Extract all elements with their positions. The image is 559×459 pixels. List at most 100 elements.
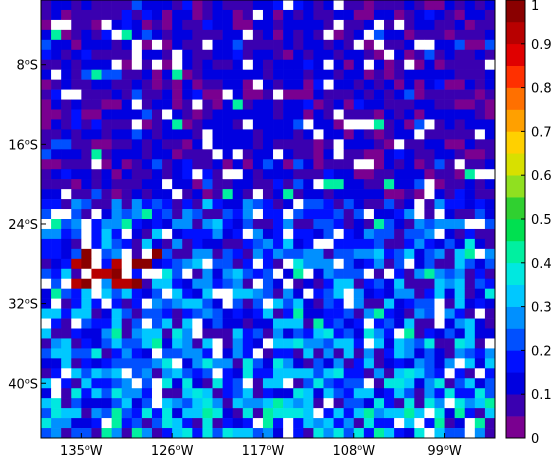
data-cell <box>333 408 344 419</box>
data-cell <box>464 189 476 200</box>
data-cell <box>71 318 82 329</box>
data-cell <box>424 348 435 359</box>
data-cell <box>162 328 173 339</box>
data-cell <box>232 179 244 190</box>
data-cell <box>474 278 486 289</box>
data-cell <box>141 0 153 11</box>
data-cell <box>162 29 173 41</box>
data-cell <box>252 338 264 349</box>
data-cell <box>333 159 344 170</box>
data-cell <box>81 398 92 409</box>
colorbar-swatch <box>506 109 525 132</box>
data-cell <box>353 139 365 150</box>
data-cell <box>212 398 223 409</box>
data-cell <box>51 328 62 339</box>
data-cell <box>384 159 395 170</box>
data-cell <box>202 318 213 329</box>
data-cell <box>333 358 344 369</box>
data-cell <box>474 258 486 270</box>
data-cell <box>182 59 193 70</box>
data-cell <box>414 179 425 190</box>
data-cell <box>434 388 445 399</box>
data-cell <box>91 238 102 250</box>
data-cell <box>232 398 244 409</box>
data-cell <box>222 169 233 180</box>
data-cell <box>61 129 72 140</box>
data-cell <box>283 29 294 41</box>
data-cell <box>151 328 163 339</box>
data-cell <box>303 39 314 51</box>
data-cell <box>121 408 133 419</box>
data-cell <box>484 368 496 379</box>
data-cell <box>333 109 344 120</box>
data-cell <box>363 228 375 240</box>
data-cell <box>484 79 496 90</box>
data-cell <box>242 139 254 150</box>
data-cell <box>313 418 324 429</box>
data-cell <box>404 49 415 61</box>
data-cell <box>384 268 395 280</box>
data-cell <box>141 318 153 329</box>
data-cell <box>394 298 405 309</box>
data-cell <box>151 179 163 190</box>
data-cell <box>121 159 133 170</box>
data-cell <box>212 328 223 339</box>
data-cell <box>51 268 62 280</box>
data-cell <box>192 0 203 11</box>
data-cell <box>81 199 92 210</box>
data-cell <box>212 368 223 379</box>
data-cell <box>151 418 163 429</box>
data-cell <box>474 109 486 120</box>
data-cell <box>353 328 365 339</box>
data-cell <box>141 149 153 160</box>
data-cell <box>151 189 163 200</box>
data-cell <box>151 0 163 11</box>
data-cell <box>141 278 153 289</box>
data-cell <box>192 109 203 120</box>
data-cell <box>162 248 173 260</box>
data-cell <box>454 89 466 100</box>
data-cell <box>172 248 183 260</box>
data-cell <box>373 59 385 70</box>
data-cell <box>474 428 486 439</box>
data-cell <box>313 29 324 41</box>
data-cell <box>273 318 284 329</box>
data-cell <box>252 19 264 31</box>
data-cell <box>474 418 486 429</box>
data-cell <box>454 169 466 180</box>
data-cell <box>212 338 223 349</box>
data-cell <box>454 368 466 379</box>
data-cell <box>71 418 82 429</box>
data-cell <box>323 79 334 90</box>
data-cell <box>424 149 435 160</box>
data-cell <box>484 258 496 270</box>
data-cell <box>192 288 203 299</box>
data-cell <box>394 348 405 359</box>
data-cell <box>262 209 274 220</box>
data-cell <box>323 209 334 220</box>
data-cell <box>252 308 264 319</box>
data-cell <box>91 169 102 180</box>
data-cell <box>172 298 183 309</box>
data-cell <box>313 159 324 170</box>
data-cell <box>353 189 365 200</box>
data-cell <box>373 189 385 200</box>
data-cell <box>262 79 274 90</box>
data-cell <box>162 278 173 289</box>
data-cell <box>101 358 112 369</box>
data-cell <box>101 268 112 280</box>
data-cell <box>162 69 173 80</box>
data-cell <box>61 228 72 240</box>
data-cell <box>101 189 112 200</box>
data-cell <box>434 278 445 289</box>
data-cell <box>474 328 486 339</box>
data-cell <box>101 159 112 170</box>
data-cell <box>131 228 143 240</box>
data-cell <box>41 378 52 389</box>
data-cell <box>444 388 455 399</box>
data-cell <box>202 248 213 260</box>
data-cell <box>414 358 425 369</box>
data-cell <box>273 139 284 150</box>
data-cell <box>404 358 415 369</box>
